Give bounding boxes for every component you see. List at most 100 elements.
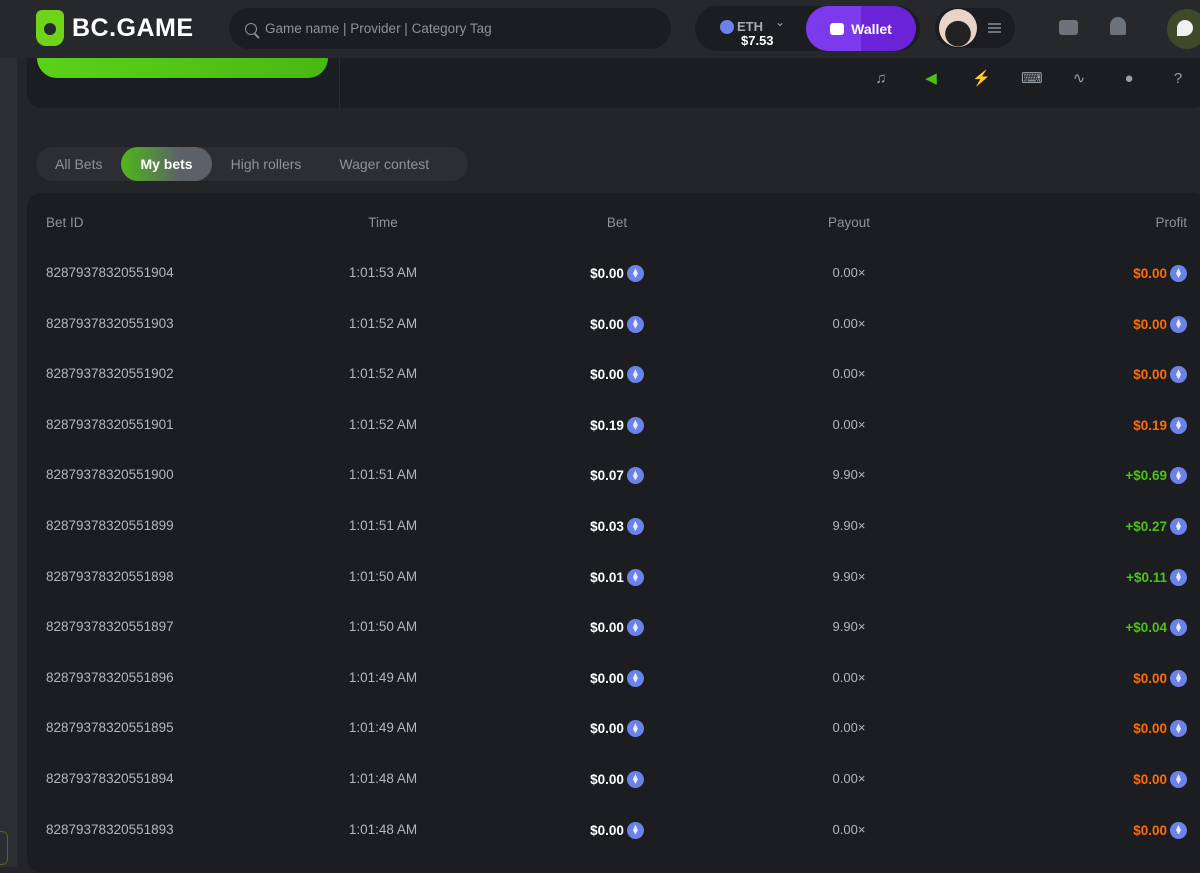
bet-button[interactable]: [37, 58, 328, 78]
payout: 0.00×: [832, 771, 866, 786]
bet-time: 1:01:51 AM: [348, 467, 418, 483]
eth-icon: [1170, 518, 1187, 535]
acorn-icon[interactable]: ●: [1124, 70, 1134, 87]
top-header: BC.GAME ETH ⌄ $7.53 Wallet: [0, 0, 1200, 58]
menu-icon[interactable]: [988, 23, 1001, 33]
eth-icon: [626, 315, 644, 333]
profit-amount: $0.00: [1133, 772, 1167, 787]
tab-high-rollers[interactable]: High rollers: [230, 156, 302, 172]
table-row[interactable]: 82879378320551895 1:01:49 AM $0.00 0.00× $0.…: [27, 720, 1200, 740]
eth-icon: [626, 467, 644, 485]
eth-icon: [626, 416, 644, 434]
eth-icon: [626, 265, 644, 282]
bet-time: 1:01:52 AM: [348, 315, 418, 331]
bet-id[interactable]: 82879378320551900: [46, 467, 174, 483]
bet-amount: $0.00: [590, 620, 624, 636]
eth-icon: [1170, 265, 1187, 282]
bet-id[interactable]: 82879378320551902: [46, 366, 174, 382]
profit-amount: $0.19: [1133, 417, 1167, 433]
profit-amount: $0.00: [1133, 316, 1167, 332]
table-row[interactable]: 82879378320551900 1:01:51 AM $0.07 9.90× +$0…: [27, 467, 1200, 487]
bet-id[interactable]: 82879378320551903: [46, 315, 174, 331]
eth-icon: [626, 568, 644, 586]
profit-amount: +$0.69: [1125, 468, 1167, 484]
payout: 9.90×: [832, 467, 866, 483]
bet-id[interactable]: 82879378320551896: [46, 669, 174, 685]
table-row[interactable]: 82879378320551899 1:01:51 AM $0.03 9.90× +$0…: [27, 518, 1200, 538]
keyboard-icon[interactable]: ⌨: [1021, 70, 1043, 87]
bell-icon[interactable]: [1110, 17, 1126, 35]
mail-icon[interactable]: [1059, 20, 1078, 35]
bet-id[interactable]: 82879378320551899: [46, 518, 174, 533]
logo-text: BC.GAME: [72, 13, 194, 42]
bet-id[interactable]: 82879378320551893: [46, 821, 174, 837]
chat-icon[interactable]: [1167, 9, 1200, 49]
profit-amount: $0.00: [1133, 367, 1167, 383]
lightning-icon[interactable]: ⚡: [972, 70, 991, 87]
bet-id[interactable]: 82879378320551894: [46, 771, 174, 786]
graph-icon[interactable]: ∿: [1072, 70, 1086, 87]
wallet-label: Wallet: [851, 20, 892, 37]
bet-time: 1:01:49 AM: [348, 720, 418, 736]
bets-tabs: All Bets My bets High rollers Wager cont…: [36, 147, 468, 181]
bet-time: 1:01:53 AM: [348, 265, 418, 280]
profit-amount: +$0.11: [1126, 569, 1167, 585]
eth-icon: [1170, 315, 1187, 333]
bet-amount: $0.00: [590, 822, 624, 838]
table-row[interactable]: 82879378320551902 1:01:52 AM $0.00 0.00× $0.…: [27, 366, 1200, 386]
bet-time: 1:01:49 AM: [348, 669, 418, 685]
help-icon[interactable]: ?: [1173, 70, 1183, 87]
payout: 0.00×: [832, 416, 866, 432]
tab-my-bets[interactable]: My bets: [121, 147, 212, 181]
table-row[interactable]: 82879378320551904 1:01:53 AM $0.00 0.00× $0.…: [27, 265, 1200, 285]
search-bar[interactable]: [229, 8, 671, 49]
eth-icon: [1170, 568, 1187, 586]
avatar[interactable]: [939, 9, 977, 47]
sidebar-toggle[interactable]: [0, 831, 8, 865]
tab-wager-contest[interactable]: Wager contest: [339, 156, 430, 172]
table-row[interactable]: 82879378320551897 1:01:50 AM $0.00 9.90× +$0…: [27, 619, 1200, 639]
wallet-icon: [830, 22, 845, 35]
eth-icon: [626, 366, 644, 384]
tab-all-bets[interactable]: All Bets: [55, 156, 103, 172]
table-row[interactable]: 82879378320551903 1:01:52 AM $0.00 0.00× $0.…: [27, 315, 1200, 336]
bet-time: 1:01:48 AM: [348, 771, 418, 786]
eth-icon: [720, 20, 734, 34]
column-profit: Profit: [1155, 215, 1187, 230]
table-row[interactable]: 82879378320551894 1:01:48 AM $0.00 0.00× $0.…: [27, 771, 1200, 791]
eth-icon: [1170, 771, 1187, 788]
eth-icon: [1170, 366, 1187, 384]
eth-icon: [1170, 416, 1187, 434]
bet-id[interactable]: 82879378320551904: [46, 265, 174, 280]
profit-amount: $0.00: [1133, 266, 1167, 281]
bet-time: 1:01:50 AM: [348, 568, 418, 584]
eth-icon: [1170, 669, 1187, 687]
payout: 0.00×: [832, 821, 866, 837]
bet-id[interactable]: 82879378320551895: [46, 720, 174, 736]
bet-id[interactable]: 82879378320551901: [46, 416, 174, 432]
table-row[interactable]: 82879378320551898 1:01:50 AM $0.01 9.90× +$0…: [27, 568, 1200, 589]
eth-icon: [626, 821, 644, 839]
profit-amount: $0.00: [1133, 721, 1167, 737]
wallet-button[interactable]: Wallet: [806, 6, 916, 51]
bet-time: 1:01:52 AM: [348, 416, 418, 432]
currency-label: ETH: [737, 19, 763, 34]
payout: 0.00×: [832, 366, 866, 382]
eth-icon: [1170, 720, 1187, 738]
table-row[interactable]: 82879378320551893 1:01:48 AM $0.00 0.00× $0.…: [27, 821, 1200, 842]
search-icon: [245, 22, 257, 35]
search-input[interactable]: [265, 21, 645, 36]
user-menu[interactable]: [935, 8, 1015, 48]
bet-id[interactable]: 82879378320551898: [46, 568, 174, 584]
speaker-icon[interactable]: ◀: [925, 70, 937, 87]
bet-time: 1:01:51 AM: [348, 518, 418, 533]
eth-icon: [1170, 619, 1187, 637]
column-bet-id: Bet ID: [46, 215, 84, 230]
music-off-icon[interactable]: ♫: [875, 70, 887, 87]
logo[interactable]: BC.GAME: [36, 10, 194, 46]
table-row[interactable]: 82879378320551901 1:01:52 AM $0.19 0.00× $0.…: [27, 416, 1200, 437]
table-row[interactable]: 82879378320551896 1:01:49 AM $0.00 0.00× $0.…: [27, 669, 1200, 690]
bet-id[interactable]: 82879378320551897: [46, 619, 174, 635]
payout: 9.90×: [832, 518, 866, 533]
eth-icon: [626, 720, 644, 738]
